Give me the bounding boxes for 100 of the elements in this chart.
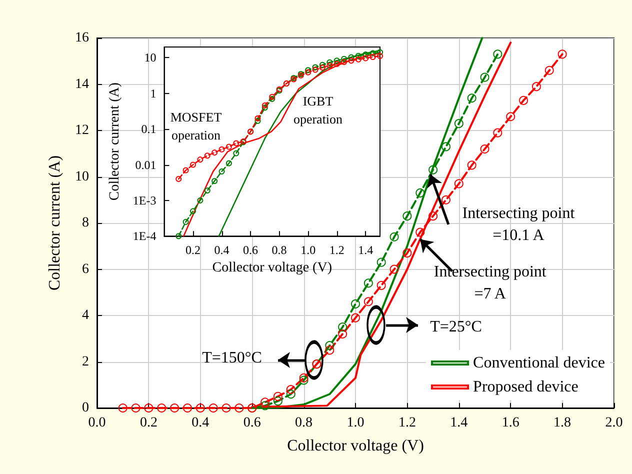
y-tick-label: 0 bbox=[82, 400, 89, 416]
point bbox=[262, 102, 268, 108]
point bbox=[326, 59, 333, 66]
point bbox=[212, 178, 218, 184]
x-tick-label: 2.0 bbox=[605, 416, 623, 430]
point bbox=[226, 144, 232, 150]
point bbox=[341, 56, 348, 62]
y-axis-title: Collector current (A) bbox=[46, 155, 64, 291]
point bbox=[493, 128, 502, 138]
point bbox=[454, 179, 464, 188]
x-tick-label: 0.6 bbox=[243, 416, 261, 430]
point bbox=[182, 167, 189, 174]
x-tick-label: 0.4 bbox=[214, 243, 230, 258]
point bbox=[325, 346, 334, 355]
point bbox=[254, 115, 261, 122]
point bbox=[351, 313, 360, 322]
y-tick-label: 14 bbox=[75, 76, 89, 92]
point bbox=[362, 52, 369, 58]
y-tick-label: 1E-3 bbox=[132, 193, 156, 208]
x-tick-label: 1.8 bbox=[554, 416, 572, 430]
y-tick-label: 12 bbox=[75, 123, 89, 138]
point bbox=[260, 401, 270, 410]
y-axis-title: Collector current (A) bbox=[108, 82, 122, 201]
x-tick-label: 1.6 bbox=[502, 416, 520, 430]
point bbox=[233, 150, 240, 156]
x-tick-label: 0.6 bbox=[243, 243, 258, 258]
point bbox=[334, 60, 340, 67]
point bbox=[351, 299, 360, 308]
point bbox=[334, 58, 340, 64]
y-tick-label: 0.01 bbox=[135, 158, 156, 172]
y-tick-label: 1 bbox=[150, 86, 156, 100]
point bbox=[222, 404, 231, 412]
point bbox=[402, 248, 412, 258]
x-tick-label: 0.4 bbox=[192, 416, 210, 430]
x-tick-label: 0.8 bbox=[272, 243, 287, 258]
x-tick-label: 1.4 bbox=[358, 243, 374, 258]
annotation: MOSFET operation bbox=[170, 110, 222, 142]
point bbox=[234, 404, 244, 412]
point bbox=[467, 160, 476, 170]
y-tick-label: 1E-4 bbox=[132, 229, 156, 244]
point bbox=[262, 104, 268, 111]
point bbox=[519, 96, 528, 105]
x-axis-title: Collector voltage (V) bbox=[287, 438, 424, 454]
point bbox=[355, 56, 362, 62]
point bbox=[480, 144, 490, 154]
point bbox=[326, 62, 333, 69]
x-tick-label: 0.8 bbox=[295, 416, 313, 430]
point bbox=[370, 50, 376, 56]
x-axis-title: Collector voltage (V) bbox=[212, 260, 332, 276]
point bbox=[441, 195, 450, 204]
point bbox=[312, 64, 318, 70]
point bbox=[312, 66, 318, 73]
point bbox=[176, 176, 182, 182]
point bbox=[204, 187, 210, 194]
point bbox=[506, 112, 516, 122]
point bbox=[157, 404, 166, 412]
point bbox=[480, 72, 490, 82]
y-tick-label: 10 bbox=[144, 50, 156, 65]
x-tick-label: 1.2 bbox=[398, 416, 416, 430]
point bbox=[319, 64, 326, 71]
legend-label: Proposed device bbox=[473, 378, 578, 396]
point bbox=[286, 390, 296, 399]
annotation: Intersecting point =7 A bbox=[434, 264, 547, 303]
point bbox=[364, 278, 373, 288]
annotation: Intersecting point =10.1 A bbox=[462, 204, 576, 244]
point bbox=[212, 150, 218, 156]
point bbox=[182, 218, 189, 225]
point bbox=[218, 146, 225, 152]
y-tick-label: 16 bbox=[75, 30, 89, 46]
legend-label: Conventional device bbox=[473, 354, 606, 372]
point bbox=[428, 165, 438, 174]
y-tick-label: 6 bbox=[82, 262, 89, 277]
point bbox=[176, 233, 182, 240]
annotation: T=25°C bbox=[430, 318, 482, 336]
point bbox=[376, 280, 386, 290]
point bbox=[204, 152, 210, 159]
point bbox=[348, 58, 354, 64]
x-tick-label: 1.0 bbox=[300, 243, 316, 258]
point bbox=[190, 208, 196, 214]
y-tick-label: 8 bbox=[82, 216, 89, 230]
point bbox=[416, 228, 425, 237]
point bbox=[493, 50, 502, 59]
point bbox=[144, 404, 154, 412]
point bbox=[218, 168, 225, 174]
point bbox=[377, 49, 383, 56]
point bbox=[226, 160, 232, 166]
point bbox=[197, 156, 204, 163]
point bbox=[355, 52, 362, 59]
point bbox=[390, 264, 399, 274]
point bbox=[118, 404, 128, 412]
y-tick-label: 4 bbox=[82, 308, 89, 323]
point bbox=[319, 62, 326, 68]
point bbox=[416, 188, 425, 198]
point bbox=[273, 392, 282, 401]
point bbox=[338, 330, 348, 338]
x-tick-label: 1.0 bbox=[346, 416, 364, 430]
point bbox=[428, 212, 438, 221]
point bbox=[182, 404, 192, 412]
point bbox=[376, 258, 386, 267]
point bbox=[348, 54, 354, 60]
